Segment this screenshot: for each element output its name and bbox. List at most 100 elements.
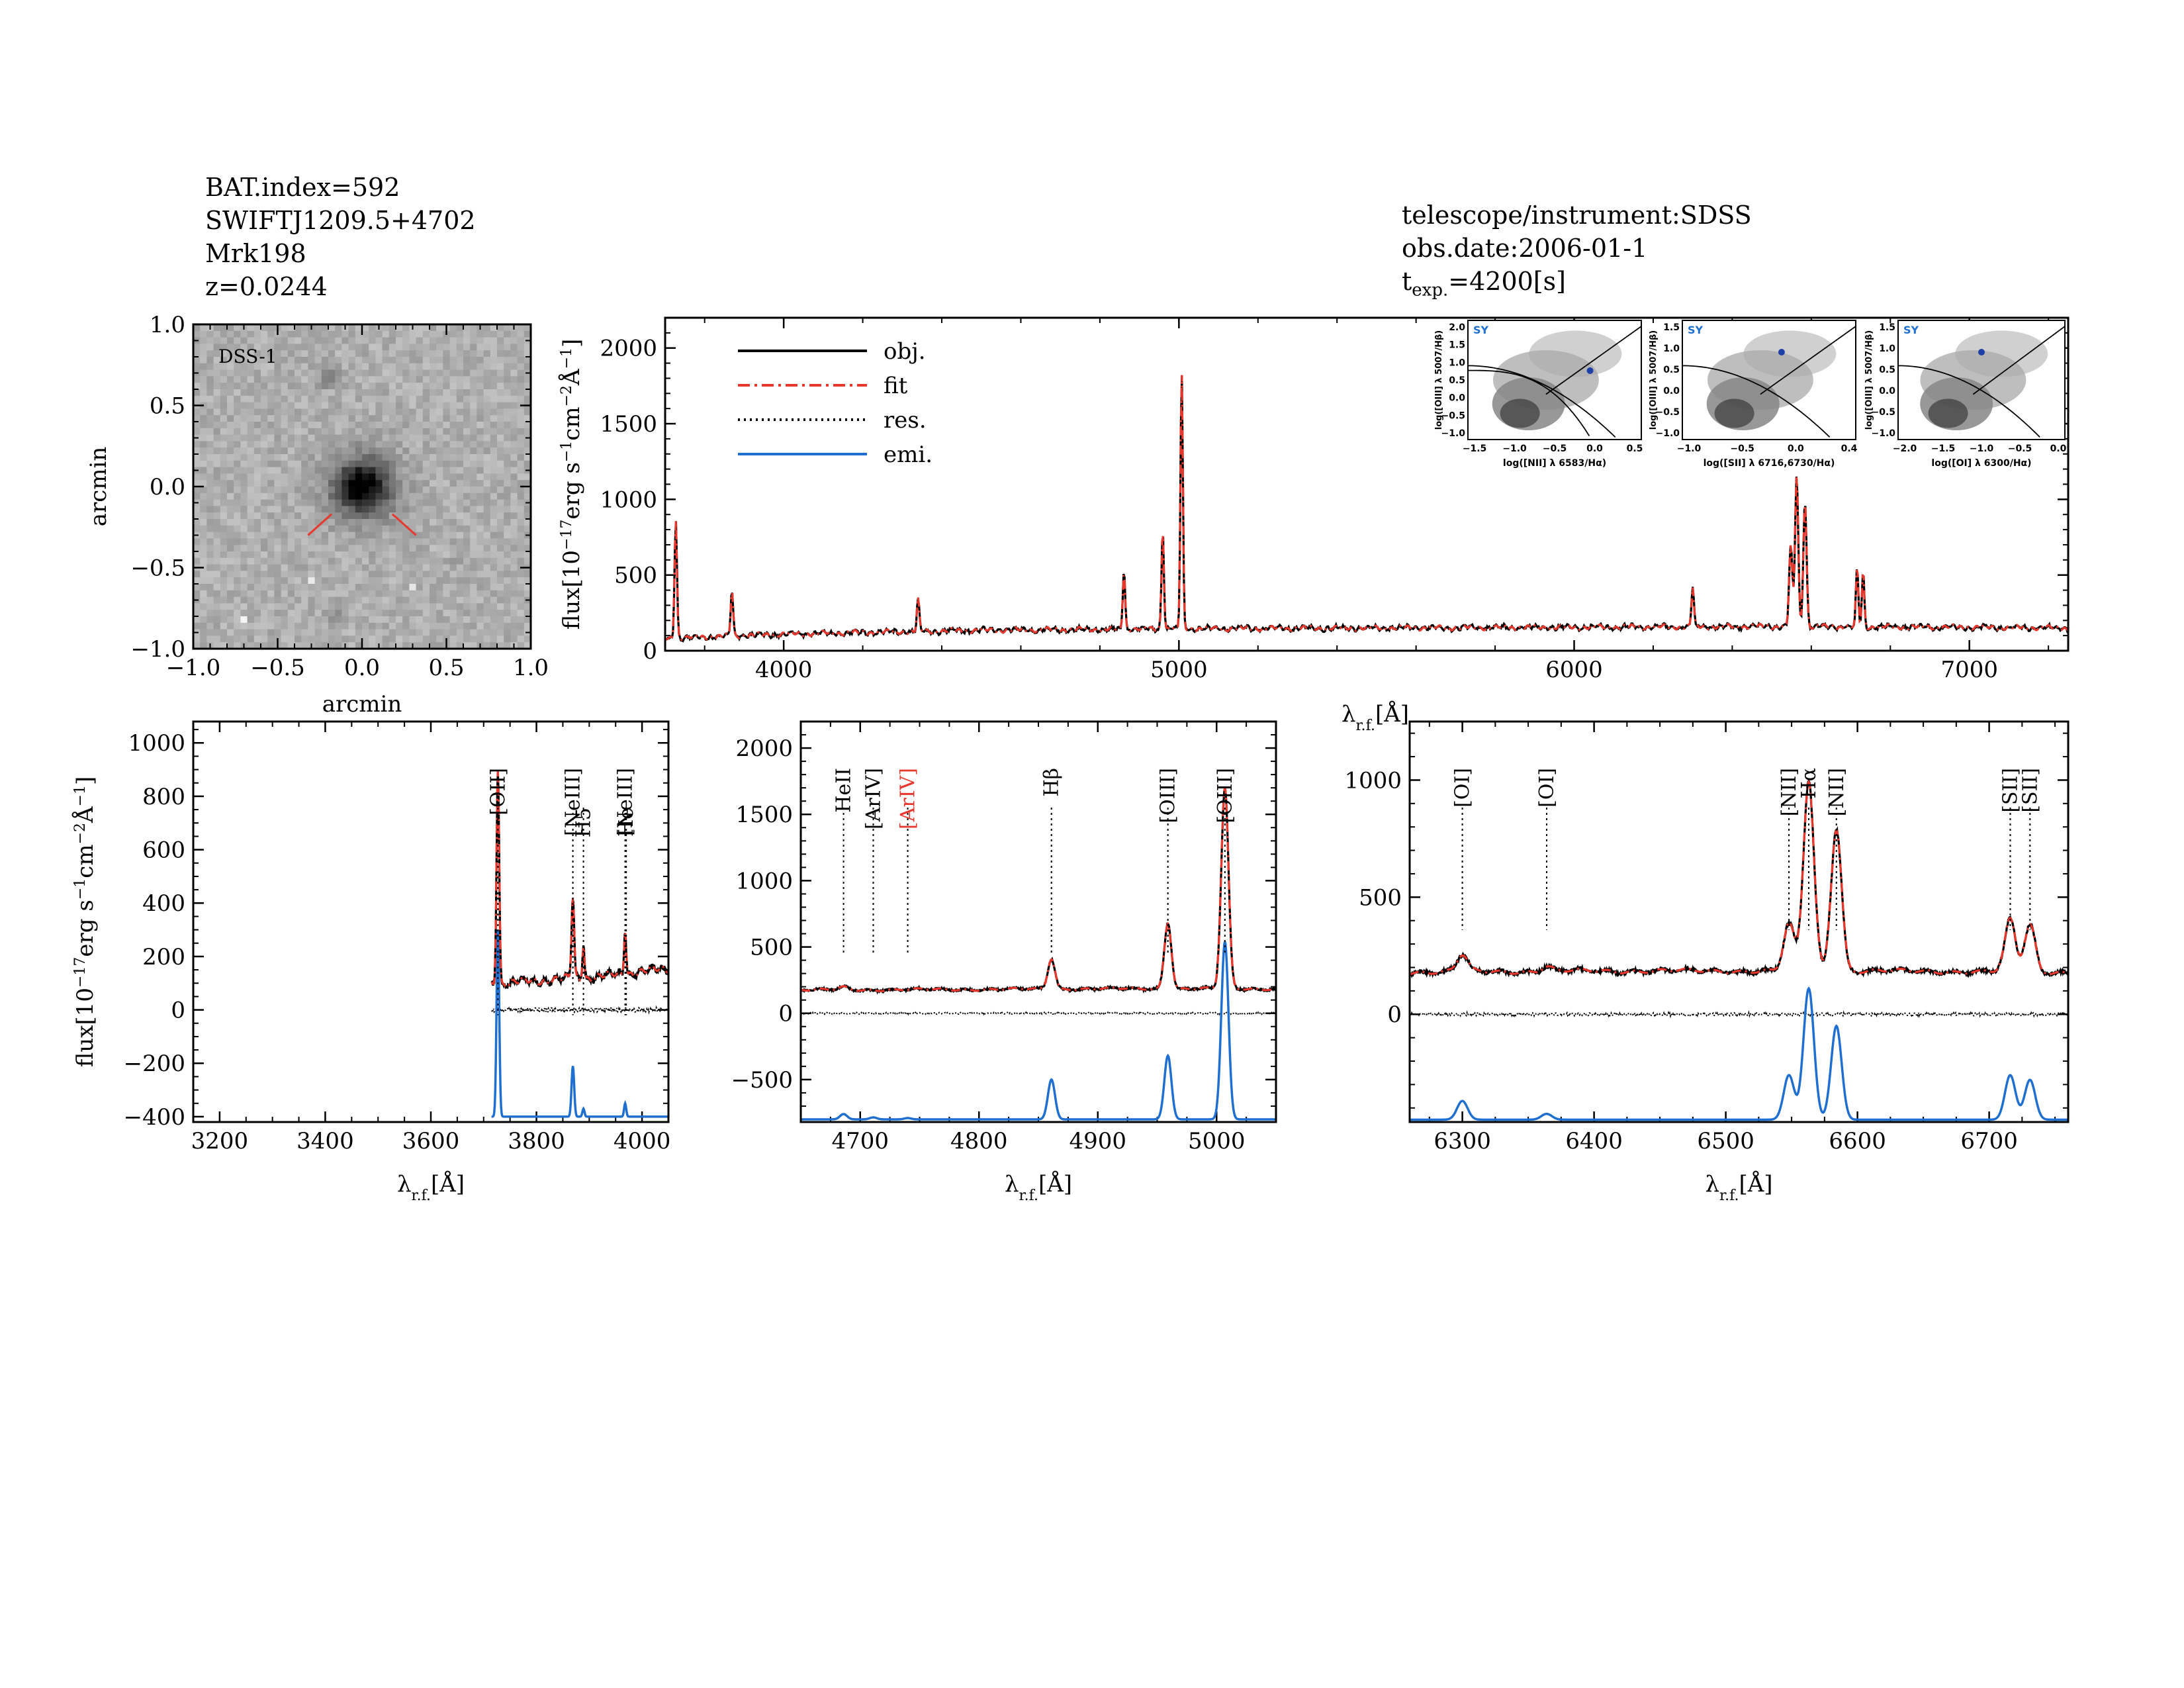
redshift: z=0.0244 — [205, 272, 328, 301]
image-pixel — [416, 492, 424, 500]
image-pixel — [470, 551, 477, 559]
image-pixel — [436, 532, 443, 539]
image-pixel — [436, 616, 443, 624]
image-pixel — [396, 512, 403, 520]
image-pixel — [348, 415, 356, 422]
image-pixel — [483, 532, 491, 539]
image-pixel — [355, 492, 363, 500]
image-pixel — [483, 506, 491, 513]
image-pixel — [261, 492, 268, 500]
image-pixel — [504, 369, 511, 377]
image-pixel — [281, 596, 289, 604]
image-pixel — [388, 551, 396, 559]
image-pixel — [295, 492, 302, 500]
image-pixel — [362, 642, 369, 649]
image-pixel — [240, 454, 248, 461]
image-pixel — [490, 337, 498, 344]
image-pixel — [274, 337, 282, 344]
image-pixel — [463, 357, 471, 364]
image-pixel — [328, 512, 336, 520]
image-pixel — [504, 376, 511, 383]
image-pixel — [504, 499, 511, 506]
image-pixel — [193, 512, 201, 520]
image-pixel — [200, 369, 207, 377]
image-pixel — [362, 383, 369, 390]
image-pixel — [193, 545, 201, 552]
image-pixel — [510, 428, 518, 436]
image-pixel — [422, 577, 430, 585]
x-tick-label: 0.5 — [428, 655, 464, 681]
y-tick-label: 600 — [142, 837, 185, 864]
image-pixel — [382, 642, 390, 649]
image-pixel — [382, 616, 390, 624]
image-pixel — [253, 357, 261, 364]
image-pixel — [193, 551, 201, 559]
image-pixel — [497, 415, 504, 422]
image-pixel — [261, 525, 268, 533]
y-axis-label-part: flux[10 — [559, 550, 585, 630]
y-tick-label: 200 — [142, 944, 185, 970]
image-pixel — [510, 434, 518, 442]
image-pixel — [369, 596, 376, 604]
image-pixel — [314, 460, 322, 468]
line-annotation: [OII] — [486, 768, 510, 816]
image-pixel — [213, 428, 221, 436]
image-pixel — [274, 499, 282, 506]
image-pixel — [517, 538, 525, 545]
image-pixel — [355, 402, 363, 409]
image-pixel — [253, 545, 261, 552]
image-pixel — [504, 590, 511, 598]
image-pixel — [295, 415, 302, 422]
image-pixel — [422, 538, 430, 545]
image-pixel — [253, 622, 261, 630]
image-pixel — [200, 408, 207, 416]
image-pixel — [328, 622, 336, 630]
image-pixel — [308, 519, 316, 526]
image-pixel — [409, 577, 417, 585]
image-pixel — [234, 642, 241, 649]
seyfert-liner-line — [1545, 326, 1642, 395]
x-axis-label: λr.f.[Å] — [1005, 1170, 1072, 1204]
image-pixel — [253, 428, 261, 436]
image-pixel — [341, 603, 349, 610]
bpt-y-tick-label: −0.5 — [1871, 407, 1895, 418]
image-pixel — [430, 506, 437, 513]
image-pixel — [402, 408, 410, 416]
image-pixel — [206, 506, 214, 513]
image-pixel — [193, 610, 201, 617]
image-pixel — [396, 577, 403, 585]
x-tick-label: 3400 — [296, 1128, 354, 1154]
image-pixel — [234, 389, 241, 397]
image-pixel — [388, 596, 396, 604]
image-pixel — [449, 434, 457, 442]
image-pixel — [335, 564, 342, 571]
image-pixel — [463, 447, 471, 455]
image-pixel — [449, 383, 457, 390]
image-pixel — [456, 596, 464, 604]
image-pixel — [321, 590, 329, 598]
image-pixel — [355, 629, 363, 636]
image-pixel — [449, 487, 457, 494]
image-pixel — [193, 622, 201, 630]
image-pixel — [234, 492, 241, 500]
image-pixel — [416, 428, 424, 436]
image-pixel — [369, 616, 376, 624]
image-pixel — [449, 616, 457, 624]
image-pixel — [234, 610, 241, 617]
image-pixel — [335, 538, 342, 545]
image-pixel — [206, 344, 214, 351]
image-pixel — [335, 395, 342, 403]
image-pixel — [308, 363, 316, 371]
image-pixel — [375, 610, 383, 617]
image-pixel — [227, 460, 234, 468]
image-pixel — [301, 629, 308, 636]
image-pixel — [443, 395, 451, 403]
image-pixel — [517, 344, 525, 351]
image-pixel — [213, 525, 221, 533]
image-pixel — [253, 383, 261, 390]
x-tick-label: 6500 — [1697, 1128, 1754, 1154]
image-pixel — [247, 434, 255, 442]
line-annotation: [SII] — [2019, 768, 2042, 813]
density-contour — [1500, 399, 1540, 428]
image-pixel — [456, 642, 464, 649]
